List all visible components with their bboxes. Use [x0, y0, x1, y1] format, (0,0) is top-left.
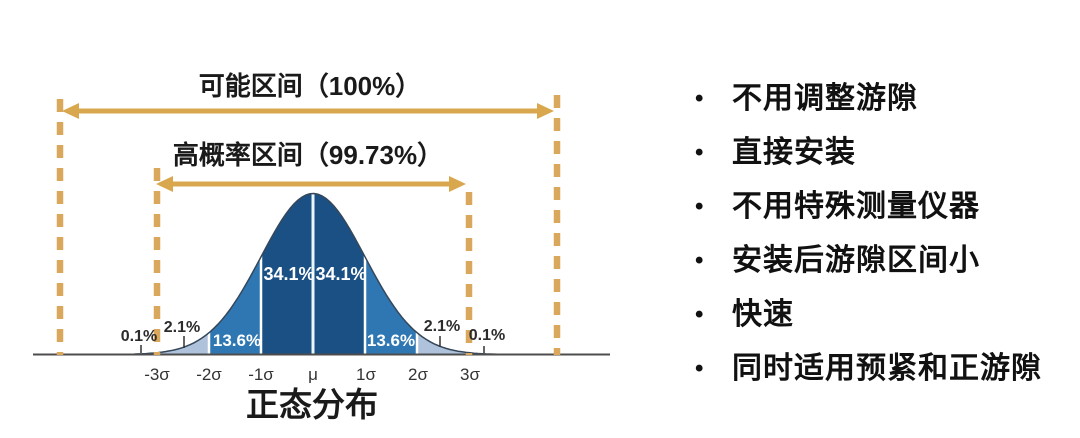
- list-item: • 不用特殊测量仪器: [695, 192, 1065, 222]
- list-item-label: 同时适用预紧和正游隙: [732, 352, 1042, 385]
- bullet-icon: •: [695, 247, 704, 274]
- list-item-label: 直接安装: [732, 136, 856, 169]
- list-item-label: 不用特殊测量仪器: [732, 190, 980, 223]
- segment-label-01-left: 0.1%: [121, 328, 157, 345]
- segment-label-01-right: 0.1%: [469, 327, 505, 344]
- x-tick-label-minus3sigma: -3σ: [144, 365, 170, 384]
- arrowhead-right-icon: [537, 103, 554, 119]
- x-tick-label-plus3sigma: 3σ: [460, 365, 480, 384]
- list-item-label: 不用调整游隙: [732, 82, 918, 115]
- segment-label-13-right: 13.6%: [367, 331, 415, 350]
- chart-caption: 正态分布: [246, 386, 378, 423]
- segment-label-2-left: 2.1%: [164, 319, 200, 336]
- dashed-guides: [56, 95, 561, 355]
- list-item-label: 安装后游隙区间小: [732, 244, 980, 277]
- normal-distribution-chart: 可能区间（100%） 高概率区间（99.73%） 34.1% 34.1% 13.…: [33, 71, 610, 423]
- list-item: • 同时适用预紧和正游隙: [695, 354, 1065, 384]
- list-item: • 快速: [695, 300, 1065, 330]
- bullet-icon: •: [695, 85, 704, 112]
- label-ticks: [140, 336, 485, 353]
- list-item-label: 快速: [732, 298, 794, 331]
- bullet-icon: •: [695, 301, 704, 328]
- segment-label-2-right: 2.1%: [424, 318, 460, 335]
- bullet-icon: •: [695, 139, 704, 166]
- segment-label-34-right: 34.1%: [315, 264, 366, 284]
- arrowhead-right-icon: [449, 176, 466, 192]
- range-arrow-inner: [156, 176, 466, 192]
- arrowhead-left-icon: [62, 103, 79, 119]
- bullet-icon: •: [695, 355, 704, 382]
- x-tick-label-minus2sigma: -2σ: [196, 365, 222, 384]
- range-arrow-top: [62, 103, 554, 119]
- bell-curve-outline: [70, 192, 554, 356]
- bullet-icon: •: [695, 193, 704, 220]
- range-inner-title: 高概率区间（99.73%）: [173, 140, 443, 170]
- segment-label-13-left: 13.6%: [213, 331, 261, 350]
- range-top-title: 可能区间（100%）: [199, 71, 422, 101]
- x-tick-label-plus1sigma: 1σ: [356, 365, 376, 384]
- list-item: • 安装后游隙区间小: [695, 246, 1065, 276]
- list-item: • 直接安装: [695, 138, 1065, 168]
- segment-label-34-left: 34.1%: [263, 264, 314, 284]
- feature-list: • 不用调整游隙 • 直接安装 • 不用特殊测量仪器 • 安装后游隙区间小 • …: [695, 84, 1065, 384]
- x-tick-label-minus1sigma: -1σ: [248, 365, 274, 384]
- x-tick-label-mu: μ: [308, 365, 318, 384]
- arrowhead-left-icon: [156, 176, 173, 192]
- list-item: • 不用调整游隙: [695, 84, 1065, 114]
- x-tick-label-plus2sigma: 2σ: [408, 365, 428, 384]
